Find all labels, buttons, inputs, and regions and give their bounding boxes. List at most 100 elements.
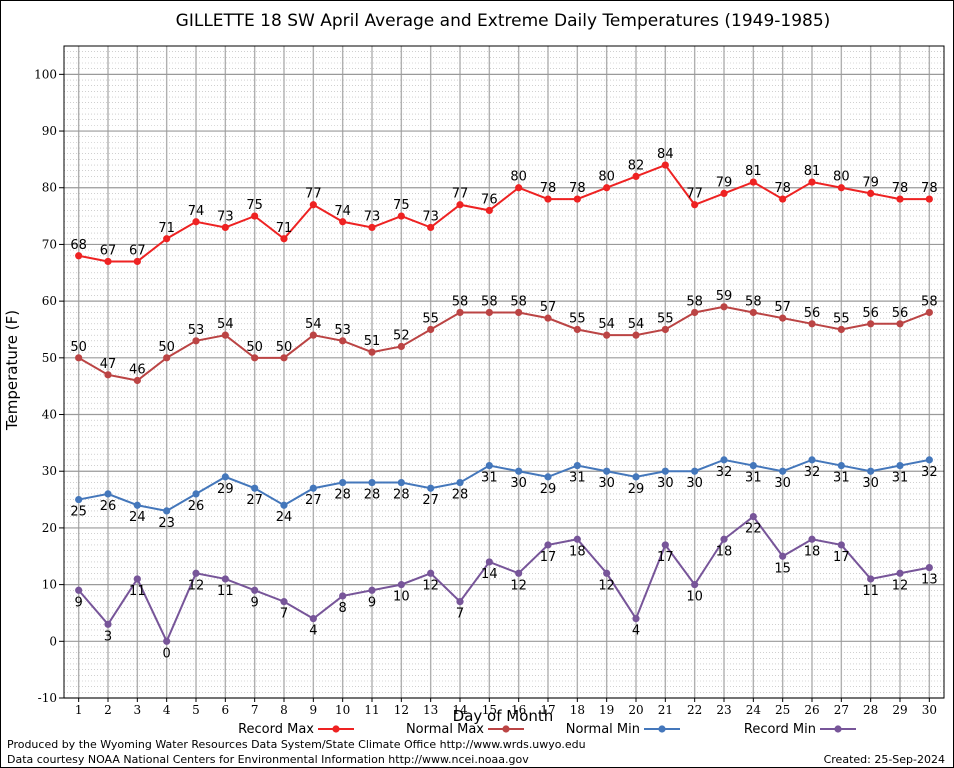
record-max-data-label: 74 [334, 204, 351, 219]
normal-min-data-label: 32 [804, 465, 821, 480]
x-tick-label: 14 [452, 703, 468, 717]
normal-max-point [808, 320, 816, 328]
normal-max-data-label: 55 [657, 311, 674, 326]
record-max-point [691, 201, 699, 209]
record-max-data-label: 84 [657, 147, 674, 162]
record-min-point [867, 575, 875, 583]
record-max-data-label: 82 [628, 158, 645, 173]
record-min-point [749, 512, 757, 521]
record-max-point [456, 201, 464, 209]
x-tick-label: 6 [222, 703, 230, 717]
record-max-point [485, 206, 493, 215]
legend-swatch-marker-record-max [332, 725, 340, 733]
record-max-data-label: 81 [804, 164, 821, 179]
record-max-point [837, 184, 845, 192]
normal-max-point [485, 308, 493, 317]
normal-min-point [163, 507, 171, 515]
normal-max-point [456, 308, 464, 317]
x-tick-label: 27 [834, 703, 849, 717]
record-max-point [925, 195, 933, 203]
normal-min-point [397, 478, 405, 487]
normal-max-point [749, 308, 757, 317]
y-tick-label: 50 [42, 351, 57, 365]
record-min-data-label: 12 [892, 578, 909, 593]
normal-max-data-label: 54 [628, 317, 645, 332]
record-min-line [77, 515, 930, 644]
normal-min-data-label: 32 [716, 465, 733, 480]
record-max-data-label: 78 [892, 181, 909, 196]
normal-max-data-label: 55 [833, 311, 850, 326]
record-max-data-label: 77 [686, 187, 703, 202]
x-tick-label: 28 [863, 703, 878, 717]
record-max-point [133, 257, 141, 266]
x-tick-label: 26 [804, 703, 819, 717]
record-min-data-label: 3 [104, 629, 112, 644]
record-max-point [779, 195, 787, 203]
record-max-data-label: 77 [452, 187, 469, 202]
record-max-point [104, 257, 112, 266]
record-min-data-label: 10 [393, 590, 410, 605]
record-max-data-label: 78 [569, 181, 586, 196]
record-min-data-label: 15 [774, 561, 791, 576]
x-tick-label: 4 [163, 703, 171, 717]
y-tick-label: 90 [42, 124, 57, 138]
normal-min-data-label: 24 [129, 510, 146, 525]
normal-max-point [309, 331, 317, 339]
normal-min-point [456, 478, 464, 487]
record-min-data-label: 9 [251, 595, 259, 610]
record-min-point [896, 569, 904, 577]
normal-min-data-label: 28 [452, 488, 469, 503]
normal-min-data-label: 30 [774, 476, 791, 491]
record-max-data-label: 81 [745, 164, 762, 179]
normal-min-point [867, 467, 875, 475]
record-min-data-label: 18 [804, 544, 821, 559]
legend-label-record-min: Record Min [744, 722, 816, 737]
x-tick-label: 29 [892, 703, 907, 717]
record-min-data-label: 14 [481, 567, 498, 582]
normal-min-data-label: 26 [188, 499, 205, 514]
normal-max-point [427, 325, 435, 334]
record-min-point [485, 558, 493, 566]
normal-min-point [133, 501, 141, 509]
normal-min-data-label: 30 [598, 476, 615, 491]
y-tick-label: 40 [42, 408, 57, 422]
record-max-data-label: 77 [305, 187, 322, 202]
normal-max-data-label: 50 [158, 340, 175, 355]
record-max-point [163, 235, 171, 243]
record-max-data-label: 80 [833, 170, 850, 185]
record-min-point [515, 569, 523, 577]
normal-max-data-label: 51 [364, 334, 381, 349]
record-min-data-label: 17 [833, 550, 850, 565]
record-min-point [339, 592, 347, 600]
normal-min-point [515, 467, 523, 475]
normal-max-point [779, 314, 787, 322]
x-tick-label: 7 [251, 703, 259, 717]
x-axis-label: Day of Month [453, 707, 554, 725]
record-max-data-label: 67 [100, 243, 117, 258]
record-max-data-label: 74 [188, 204, 205, 219]
y-tick-label: -10 [38, 691, 57, 705]
normal-min-point [368, 478, 376, 487]
normal-min-point [485, 461, 493, 470]
normal-min-point [808, 456, 816, 464]
record-min-point [603, 569, 611, 577]
x-tick-label: 18 [570, 703, 585, 717]
normal-min-point [896, 461, 904, 470]
normal-max-data-label: 53 [334, 323, 351, 338]
record-min-point [133, 575, 141, 583]
normal-min-data-label: 32 [921, 465, 938, 480]
record-min-point [837, 541, 845, 549]
record-min-point [251, 586, 259, 594]
record-max-data-label: 75 [393, 198, 410, 213]
normal-min-point [280, 501, 288, 509]
record-min-data-label: 4 [632, 624, 640, 639]
record-min-data-label: 11 [217, 584, 234, 599]
record-max-data-label: 80 [510, 170, 527, 185]
normal-min-data-label: 28 [393, 488, 410, 503]
y-tick-label: 100 [34, 67, 57, 81]
record-min-point [720, 535, 728, 543]
y-tick-label: 20 [42, 521, 57, 535]
normal-max-data-label: 58 [510, 294, 527, 309]
record-min-data-label: 8 [339, 601, 347, 616]
